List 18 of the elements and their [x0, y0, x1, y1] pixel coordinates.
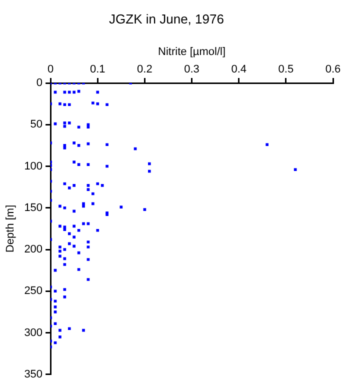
y-tick-label: 200: [24, 244, 43, 256]
y-tick-label: 300: [24, 326, 43, 339]
x-tick-label: 0.1: [90, 63, 106, 76]
y-tick-label: 150: [24, 202, 43, 214]
y-axis-title: Depth [m]: [4, 204, 17, 253]
x-tick-label: 0.5: [278, 63, 294, 76]
y-tick-label: 50: [30, 118, 43, 131]
x-axis-title: Nitrite [µmol/l]: [158, 46, 226, 58]
y-tick-label: 100: [24, 160, 43, 172]
x-tick-label: 0.3: [184, 63, 200, 76]
x-tick-label: 0: [47, 63, 54, 76]
x-tick-label: 0.2: [137, 63, 152, 76]
chart-title: JGZK in June, 1976: [109, 11, 224, 26]
x-tick-label: 0.4: [231, 63, 246, 76]
y-tick-label: 0: [36, 77, 43, 90]
y-tick-label: 350: [24, 368, 43, 380]
y-tick-label: 250: [24, 285, 43, 298]
x-tick-label: 0.6: [325, 63, 341, 76]
